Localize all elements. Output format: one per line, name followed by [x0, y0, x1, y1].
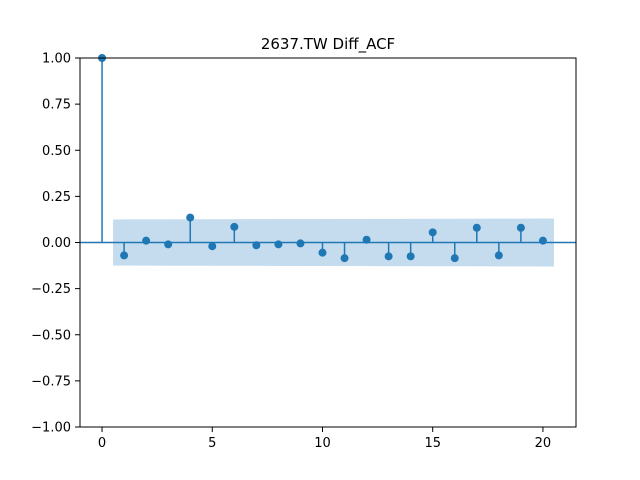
chart-title: 2637.TW Diff_ACF [261, 35, 395, 54]
acf-point [538, 236, 547, 245]
acf-point [208, 242, 217, 251]
x-tick-label: 5 [208, 436, 216, 451]
x-tick-label: 15 [424, 436, 441, 451]
y-tick-label: 0.25 [42, 190, 71, 205]
x-tick-label: 0 [98, 436, 106, 451]
acf-point [274, 240, 283, 249]
acf-point [494, 251, 503, 260]
y-tick-label: −0.50 [31, 328, 71, 343]
acf-point [142, 236, 151, 245]
axis-layer: 0 5 10 15 20 −1.00 −0.75 −0.50 −0.25 0.00 0.25 0.50… [31, 52, 577, 451]
acf-point [296, 239, 305, 248]
y-tick-label: 0.00 [42, 236, 71, 251]
x-tick-label: 10 [314, 436, 331, 451]
acf-point [120, 251, 129, 260]
y-tick-label: 0.50 [42, 144, 71, 159]
acf-point [472, 223, 481, 232]
acf-point [384, 252, 393, 261]
acf-point [362, 235, 371, 244]
acf-point [450, 254, 459, 263]
y-tick-label: −0.25 [31, 282, 71, 297]
stem-layer [80, 54, 576, 263]
acf-point [230, 222, 239, 231]
acf-point [428, 228, 437, 237]
y-tick-label: −0.75 [31, 374, 71, 389]
acf-point [318, 248, 327, 257]
acf-point [340, 254, 349, 263]
acf-point [252, 241, 261, 250]
y-tick-label: 0.75 [42, 98, 71, 113]
acf-point [516, 223, 525, 232]
y-tick-label: 1.00 [42, 52, 71, 67]
acf-point [406, 252, 415, 261]
acf-point [186, 213, 195, 222]
y-tick-label: −1.00 [31, 421, 71, 436]
acf-point [164, 240, 173, 249]
x-tick-label: 20 [535, 436, 552, 451]
